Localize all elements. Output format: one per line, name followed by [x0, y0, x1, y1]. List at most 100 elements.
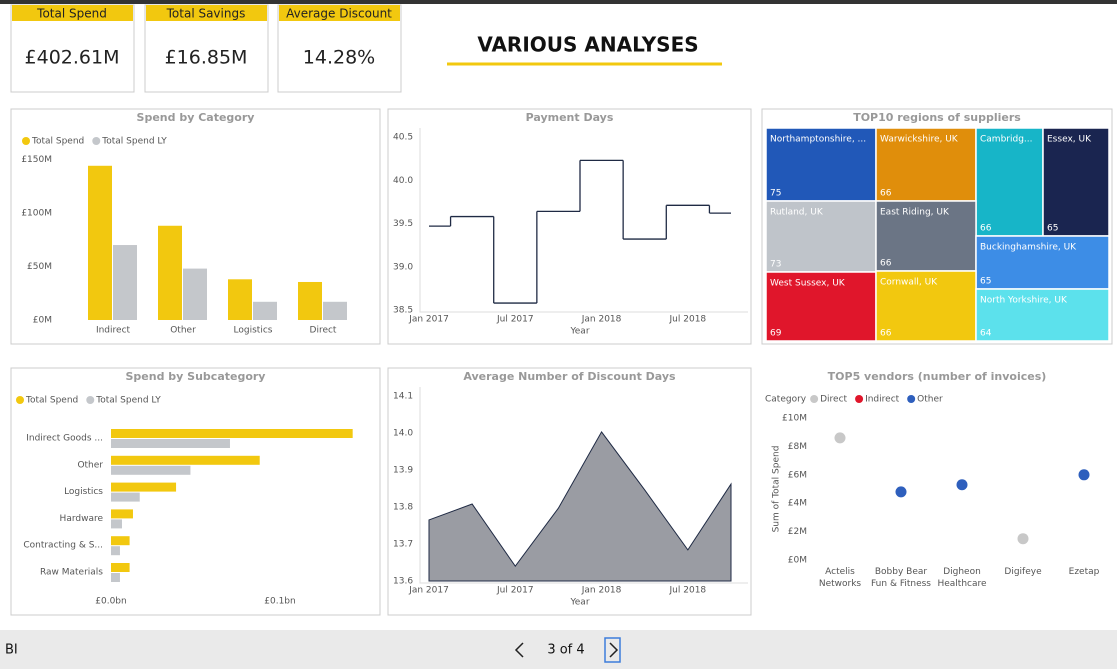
- tile-value: 75: [770, 189, 781, 199]
- x-tick-label: Other: [170, 326, 196, 336]
- next-page-button[interactable]: [604, 637, 621, 663]
- y-tick-label: £0M: [788, 556, 807, 566]
- bar: [111, 519, 122, 529]
- bar: [111, 492, 140, 502]
- panel: [10, 367, 381, 616]
- x-tick-label: Jul 2017: [496, 315, 534, 325]
- y-tick-label: Hardware: [60, 514, 104, 524]
- x-tick-label: £0.0bn: [95, 597, 126, 607]
- x-tick-label-box: Ezetap: [1068, 567, 1100, 577]
- treemap-tile: [875, 270, 977, 342]
- tile-label: West Sussex, UK: [770, 279, 846, 289]
- legend-marker: [907, 395, 916, 403]
- y-tick-label: Contracting & S...: [23, 541, 103, 551]
- legend-title: Category: [765, 395, 807, 405]
- y-axis-title: Sum of Total Spend: [772, 446, 782, 533]
- y-tick-label: £100M: [21, 208, 52, 218]
- y-tick-label: 14.0: [393, 429, 413, 439]
- legend-marker: [22, 137, 30, 145]
- page-title: VARIOUS ANALYSES: [477, 33, 698, 57]
- treemap-tile: [975, 288, 1110, 342]
- app-name: BI: [5, 643, 18, 658]
- treemap-tile: [975, 235, 1110, 290]
- legend-marker: [855, 395, 864, 403]
- bar: [88, 165, 112, 320]
- y-tick-label: Raw Materials: [40, 568, 103, 578]
- x-tick-label: Indirect: [96, 326, 131, 336]
- tile-value: 64: [980, 329, 992, 339]
- bar: [111, 509, 133, 519]
- y-tick-label: £150M: [21, 155, 52, 165]
- treemap-tile: [765, 200, 877, 273]
- y-tick-label: 39.0: [393, 262, 413, 272]
- kpi-header: [146, 5, 267, 21]
- y-tick-label: £2M: [788, 527, 807, 537]
- area: [428, 430, 732, 582]
- y-tick-label: £6M: [788, 470, 807, 480]
- plot-frame: [419, 387, 748, 584]
- x-tick-label: Ezetap: [1068, 567, 1100, 577]
- x-tick-label: Actelis Networks: [818, 567, 862, 589]
- y-tick-label: Other: [77, 460, 103, 470]
- next-page[interactable]: [609, 642, 619, 658]
- x-tick-label: Digheon Healthcare: [937, 567, 987, 589]
- x-tick-label: Bobby Bear Fun & Fitness: [870, 567, 931, 589]
- bar: [111, 563, 130, 572]
- treemap-tile: [765, 127, 877, 202]
- y-tick-label: 13.7: [393, 540, 413, 550]
- tile-value: 65: [980, 277, 991, 287]
- bar: [253, 301, 277, 320]
- bar: [228, 279, 252, 320]
- legend-marker: [86, 396, 95, 404]
- tile-value: 69: [770, 329, 782, 339]
- kpi-header: [12, 5, 133, 21]
- x-tick-label: Jul 2017: [496, 586, 534, 596]
- y-tick-label: Logistics: [64, 487, 103, 497]
- x-tick-label-box: Digifeye: [1004, 567, 1042, 577]
- y-tick-label: £8M: [788, 442, 807, 452]
- point: [834, 432, 846, 444]
- kpi-label: Average Discount: [286, 7, 392, 21]
- legend-label: Total Spend: [31, 137, 84, 147]
- treemap-tile: [765, 271, 877, 342]
- y-tick-label: 14.1: [393, 392, 413, 402]
- kpi-label: Total Savings: [166, 7, 246, 21]
- y-tick-label: £50M: [27, 262, 52, 272]
- tile-value: 66: [880, 259, 892, 269]
- bar: [158, 225, 182, 320]
- chart-title: Payment Days: [526, 111, 614, 124]
- y-tick-label: 40.0: [393, 176, 413, 186]
- tile-value: 65: [1047, 224, 1058, 234]
- tile-label: Buckinghamshire, UK: [980, 243, 1077, 253]
- footer-bar: [0, 630, 1117, 669]
- chart-title: TOP10 regions of suppliers: [853, 111, 1021, 124]
- bar: [111, 455, 260, 465]
- chart-title: Average Number of Discount Days: [463, 370, 676, 383]
- point: [956, 479, 968, 491]
- prev-page[interactable]: [514, 642, 524, 658]
- legend-label: Indirect: [865, 395, 900, 405]
- page-indicator: 3 of 4: [547, 643, 584, 658]
- legend-marker: [810, 395, 819, 403]
- legend-label: Other: [917, 395, 943, 405]
- y-tick-label: 13.6: [393, 577, 413, 587]
- point: [1017, 533, 1029, 545]
- y-tick-label: 38.5: [393, 306, 413, 316]
- y-tick-label: £4M: [788, 499, 807, 509]
- legend-marker: [16, 396, 24, 404]
- kpi-value: £402.61M: [25, 47, 120, 69]
- y-tick-label: 39.5: [393, 219, 413, 229]
- bar: [298, 281, 322, 320]
- x-tick-label: Logistics: [234, 326, 273, 336]
- y-tick-label: 40.5: [393, 133, 413, 143]
- chart-title: TOP5 vendors (number of invoices): [828, 370, 1047, 383]
- tile-value: 66: [880, 189, 892, 199]
- treemap-tile: [975, 127, 1044, 237]
- bar: [111, 465, 191, 475]
- tile-label: Cornwall, UK: [880, 278, 938, 288]
- x-tick-label: Jan 2017: [408, 315, 449, 325]
- x-axis-title: Year: [569, 327, 589, 337]
- top-bar: [0, 0, 1117, 4]
- x-tick-label: Digifeye: [1004, 567, 1042, 577]
